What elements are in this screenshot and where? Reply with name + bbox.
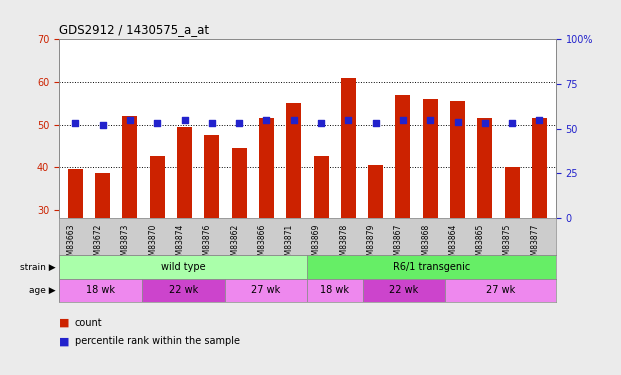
Point	[425, 117, 435, 123]
Bar	[314, 156, 329, 218]
Bar	[532, 118, 547, 218]
Point	[97, 122, 107, 128]
Bar	[450, 101, 465, 218]
Bar	[341, 78, 356, 218]
Point	[234, 120, 244, 126]
Point	[316, 120, 326, 126]
Text: GSM83875: GSM83875	[503, 224, 512, 265]
Bar	[68, 169, 83, 218]
Bar	[445, 279, 556, 302]
Bar	[286, 103, 301, 218]
Text: GSM83672: GSM83672	[94, 224, 102, 265]
Bar	[177, 127, 192, 218]
Point	[125, 117, 135, 123]
Point	[261, 117, 271, 123]
Text: 27 wk: 27 wk	[252, 285, 281, 295]
Bar	[59, 279, 142, 302]
Text: GSM83663: GSM83663	[66, 224, 75, 265]
Bar	[204, 135, 219, 218]
Text: 22 wk: 22 wk	[389, 285, 419, 295]
Bar	[142, 279, 225, 302]
Text: 22 wk: 22 wk	[168, 285, 198, 295]
Bar	[150, 156, 165, 218]
Bar	[363, 279, 445, 302]
Bar	[307, 279, 363, 302]
Bar	[95, 174, 110, 218]
Bar	[232, 148, 247, 218]
Text: 18 wk: 18 wk	[320, 285, 350, 295]
Text: GSM83874: GSM83874	[176, 224, 184, 265]
Text: count: count	[75, 318, 102, 327]
Point	[343, 117, 353, 123]
Text: GSM83877: GSM83877	[530, 224, 540, 265]
Text: 27 wk: 27 wk	[486, 285, 515, 295]
Point	[398, 117, 408, 123]
Point	[70, 120, 80, 126]
Bar	[423, 99, 438, 218]
Point	[152, 120, 162, 126]
Text: GSM83876: GSM83876	[203, 224, 212, 265]
Point	[179, 117, 189, 123]
Point	[371, 120, 381, 126]
Bar	[368, 165, 383, 218]
Bar	[396, 95, 410, 218]
Bar	[478, 118, 492, 218]
Text: GSM83869: GSM83869	[312, 224, 321, 265]
Point	[480, 120, 490, 126]
Point	[289, 117, 299, 123]
Text: R6/1 transgenic: R6/1 transgenic	[393, 262, 470, 272]
Text: wild type: wild type	[161, 262, 206, 272]
Bar	[59, 255, 307, 279]
Text: GSM83878: GSM83878	[339, 224, 348, 265]
Bar	[225, 279, 307, 302]
Text: GSM83868: GSM83868	[421, 224, 430, 265]
Point	[507, 120, 517, 126]
Bar	[307, 255, 556, 279]
Bar	[505, 167, 520, 218]
Bar	[259, 118, 274, 218]
Text: percentile rank within the sample: percentile rank within the sample	[75, 336, 240, 346]
Text: GSM83871: GSM83871	[285, 224, 294, 265]
Point	[207, 120, 217, 126]
Text: GSM83865: GSM83865	[476, 224, 485, 265]
Text: ■: ■	[59, 318, 70, 327]
Text: GDS2912 / 1430575_a_at: GDS2912 / 1430575_a_at	[59, 22, 209, 36]
Text: GSM83870: GSM83870	[148, 224, 157, 265]
Text: GSM83867: GSM83867	[394, 224, 403, 265]
Text: GSM83866: GSM83866	[258, 224, 266, 265]
Text: GSM83879: GSM83879	[366, 224, 376, 265]
Point	[535, 117, 545, 123]
Point	[453, 118, 463, 124]
Text: 18 wk: 18 wk	[86, 285, 115, 295]
Text: strain ▶: strain ▶	[20, 262, 56, 272]
Text: GSM83873: GSM83873	[121, 224, 130, 265]
Text: ■: ■	[59, 336, 70, 346]
Text: GSM83864: GSM83864	[448, 224, 458, 265]
Bar	[122, 116, 137, 218]
Text: GSM83862: GSM83862	[230, 224, 239, 265]
Text: age ▶: age ▶	[29, 286, 56, 295]
